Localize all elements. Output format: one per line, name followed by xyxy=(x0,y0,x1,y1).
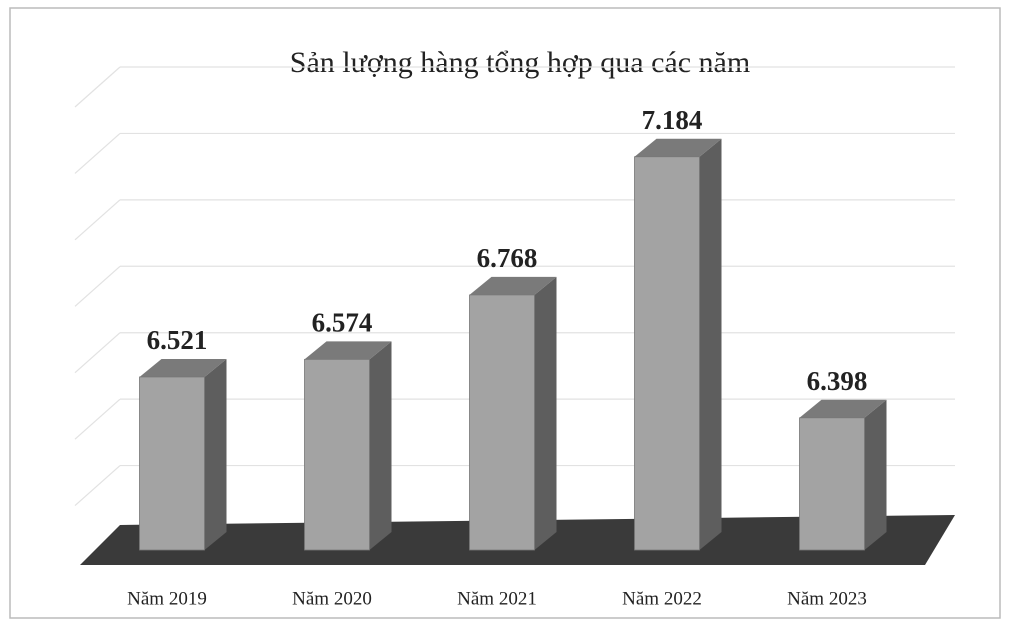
x-tick-label: Năm 2023 xyxy=(787,588,867,609)
x-tick-label: Năm 2020 xyxy=(292,588,372,609)
bar-side xyxy=(534,276,557,550)
chart-title: Sản lượng hàng tổng hợp qua các năm xyxy=(290,46,750,79)
data-label: 6.398 xyxy=(807,366,868,396)
grid-line xyxy=(74,66,121,108)
data-label: 6.521 xyxy=(147,325,208,355)
grid-line xyxy=(74,199,121,241)
bar-top xyxy=(634,138,722,157)
bar xyxy=(634,138,722,551)
bar-top xyxy=(304,341,392,360)
bar-front xyxy=(139,376,205,551)
data-label: 6.768 xyxy=(477,243,538,273)
x-tick-label: Năm 2022 xyxy=(622,588,702,609)
bar-side xyxy=(369,341,392,550)
bar-front xyxy=(304,358,370,551)
bar-front xyxy=(799,417,865,551)
bar xyxy=(304,341,392,551)
bar xyxy=(469,276,557,551)
grid-line xyxy=(74,132,121,174)
x-tick-label: Năm 2019 xyxy=(127,588,207,609)
bar-top xyxy=(139,358,227,377)
grid-line xyxy=(74,332,121,374)
bar xyxy=(799,399,887,551)
bar-top xyxy=(469,276,557,295)
bar-front xyxy=(469,294,535,551)
grid-line xyxy=(74,465,121,507)
bar-side xyxy=(204,358,227,550)
grid-line xyxy=(74,265,121,307)
bar-front xyxy=(634,156,700,551)
bar xyxy=(139,358,227,551)
data-label: 6.574 xyxy=(312,308,373,338)
data-label: 7.184 xyxy=(642,105,703,135)
grid-line xyxy=(74,398,121,440)
bar-top xyxy=(799,399,887,418)
bar-side xyxy=(864,399,887,550)
x-tick-label: Năm 2021 xyxy=(457,588,537,609)
bar-side xyxy=(699,138,722,550)
